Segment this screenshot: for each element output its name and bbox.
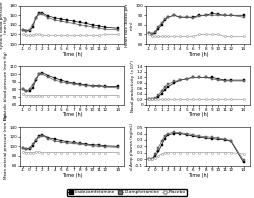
X-axis label: Time (h): Time (h) bbox=[62, 112, 82, 117]
Y-axis label: Diastolic blood pressure (mm Hg): Diastolic blood pressure (mm Hg) bbox=[4, 51, 8, 120]
Y-axis label: Mean arterial pressure (mm Hg): Mean arterial pressure (mm Hg) bbox=[4, 113, 8, 179]
Y-axis label: Systolic blood pressure (mm Hg): Systolic blood pressure (mm Hg) bbox=[0, 1, 8, 49]
X-axis label: Time (h): Time (h) bbox=[187, 51, 208, 57]
X-axis label: Time (h): Time (h) bbox=[187, 173, 208, 178]
Y-axis label: Nasal productivity (×10⁶): Nasal productivity (×10⁶) bbox=[131, 60, 135, 112]
X-axis label: Time (h): Time (h) bbox=[62, 51, 82, 57]
Y-axis label: Heart rate (beats per min): Heart rate (beats per min) bbox=[125, 3, 134, 47]
Y-axis label: d-Amp plasma (ng/mL): d-Amp plasma (ng/mL) bbox=[130, 123, 134, 170]
Legend: Lisdexamfetamine, D-amphetamine, Placebo: Lisdexamfetamine, D-amphetamine, Placebo bbox=[67, 189, 187, 196]
X-axis label: Time (h): Time (h) bbox=[62, 173, 82, 178]
X-axis label: Time (h): Time (h) bbox=[187, 112, 208, 117]
